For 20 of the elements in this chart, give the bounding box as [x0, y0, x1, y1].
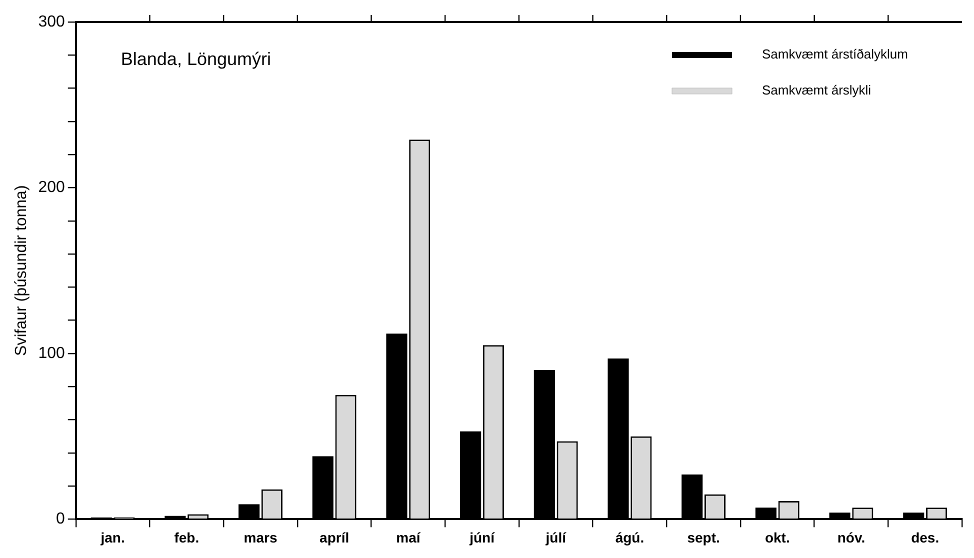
y-axis-title: Svifaur (þúsundir tonna) — [13, 185, 30, 356]
text: Blanda, Löngumýri — [120, 48, 271, 69]
x-tick-label: okt. — [764, 529, 790, 546]
x-tick-label: maí — [396, 529, 422, 546]
x-tick-label: júlí — [544, 529, 568, 546]
y-tick-label: 0 — [56, 510, 65, 528]
legend-label: Samkvæmt árstíðalyklum — [762, 46, 908, 62]
x-tick-label: des. — [911, 529, 940, 546]
x-tick-label: apríl — [320, 529, 350, 546]
x-tick-label: sept. — [687, 529, 720, 546]
y-tick-label: 200 — [38, 179, 65, 196]
x-tick-label: ágú. — [615, 529, 644, 546]
x-tick-label: feb. — [174, 529, 200, 546]
y-tick-label: 300 — [38, 13, 65, 30]
x-tick-label: jan. — [100, 529, 125, 546]
legend-label: Samkvæmt árslykli — [762, 82, 872, 98]
x-tick-label: mars — [244, 529, 278, 546]
x-tick-label: júní — [468, 529, 496, 546]
y-tick-label: 100 — [38, 344, 65, 362]
x-tick-label: nóv. — [837, 529, 866, 546]
